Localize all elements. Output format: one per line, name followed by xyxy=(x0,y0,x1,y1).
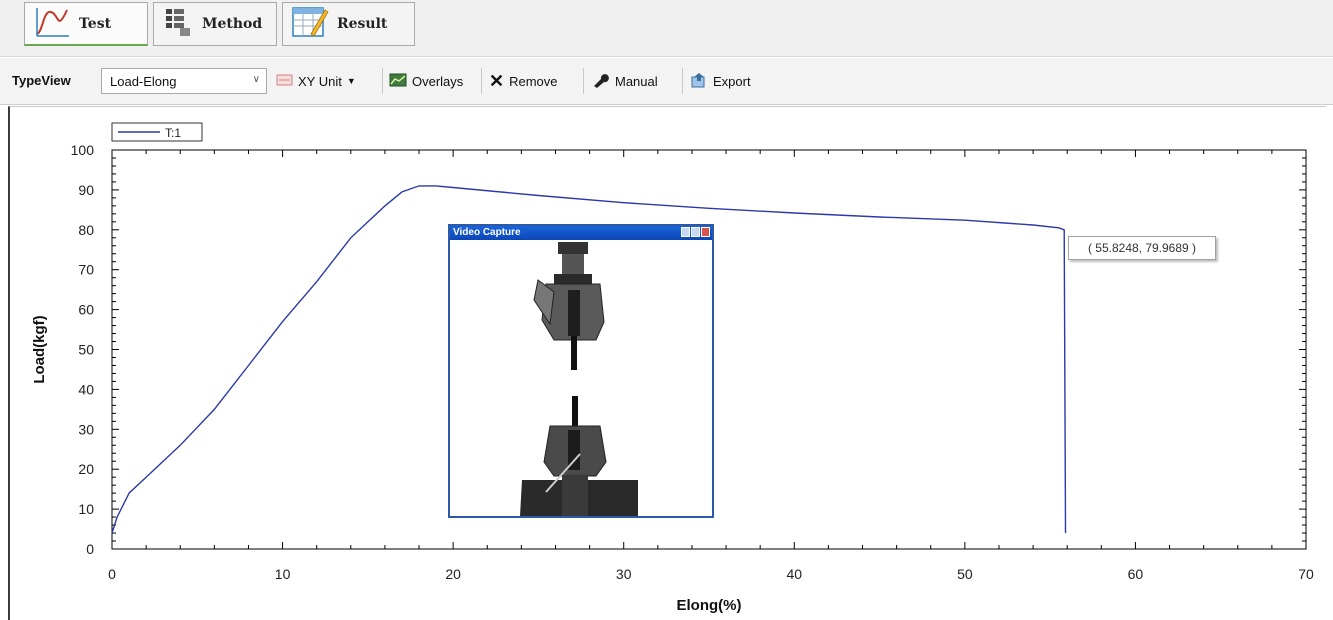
wrench-icon xyxy=(592,72,610,91)
chart-legend: T:1 xyxy=(111,122,203,142)
overlays-icon xyxy=(389,72,407,91)
video-capture-title: Video Capture xyxy=(453,227,521,238)
xy-unit-icon xyxy=(276,72,294,91)
x-axis-title: Elong(%) xyxy=(677,597,742,614)
tab-test[interactable]: Test xyxy=(24,2,148,46)
result-sheet-icon xyxy=(291,4,329,44)
toolbar-separator xyxy=(382,68,383,94)
tab-test-label: Test xyxy=(79,15,112,32)
y-tick-label: 70 xyxy=(78,262,94,278)
curve-icon xyxy=(35,6,71,42)
tab-method[interactable]: Method xyxy=(153,2,277,46)
maximize-icon[interactable] xyxy=(691,227,700,237)
x-tick-label: 60 xyxy=(1128,566,1144,582)
remove-button[interactable]: ✕ Remove xyxy=(489,70,558,92)
export-icon xyxy=(690,72,708,91)
y-tick-label: 10 xyxy=(78,501,94,517)
plot-area xyxy=(111,149,1307,550)
axis-ticks xyxy=(111,149,1307,550)
y-tick-labels: 0 10 20 30 40 50 60 70 80 90 100 xyxy=(71,142,95,557)
toolbar-separator xyxy=(583,68,584,94)
typeview-selected-value: Load-Elong xyxy=(110,74,177,89)
x-tick-label: 10 xyxy=(275,566,291,582)
y-tick-label: 100 xyxy=(71,142,95,158)
window-controls xyxy=(681,227,710,237)
close-x-icon: ✕ xyxy=(489,71,505,91)
chevron-down-icon: ∨ xyxy=(252,74,260,85)
video-capture-titlebar[interactable]: Video Capture xyxy=(450,226,712,240)
tab-result-label: Result xyxy=(337,16,388,32)
minimize-icon[interactable] xyxy=(681,227,690,237)
x-tick-labels: 0 10 20 30 40 50 60 70 xyxy=(108,566,1314,582)
data-point-readout: ( 55.8248, 79.9689 ) xyxy=(1068,236,1216,260)
export-label: Export xyxy=(713,73,751,89)
legend-entry-t1: T:1 xyxy=(165,126,181,140)
typeview-label: TypeView xyxy=(12,73,71,88)
plot-frame xyxy=(8,106,1326,620)
x-tick-label: 30 xyxy=(616,566,632,582)
export-button[interactable]: Export xyxy=(690,70,751,92)
tab-result[interactable]: Result xyxy=(282,2,415,46)
y-tick-label: 60 xyxy=(78,302,94,318)
top-tab-bar: Test Method Result xyxy=(0,0,1333,57)
x-tick-label: 70 xyxy=(1298,566,1314,582)
video-frame-specimen-grips xyxy=(520,242,638,516)
manual-button[interactable]: Manual xyxy=(592,70,658,92)
y-tick-label: 80 xyxy=(78,222,94,238)
y-tick-label: 0 xyxy=(86,541,94,557)
remove-label: Remove xyxy=(509,73,558,89)
toolbar-separator xyxy=(481,68,482,94)
chart-toolbar: TypeView Load-Elong ∨ XY Unit ▼ Overlays… xyxy=(0,58,1333,105)
tab-method-label: Method xyxy=(202,16,263,32)
y-tick-label: 30 xyxy=(78,421,94,437)
dropdown-arrow-icon: ▼ xyxy=(346,76,356,86)
x-tick-label: 20 xyxy=(445,566,461,582)
y-tick-label: 90 xyxy=(78,182,94,198)
y-tick-label: 50 xyxy=(78,342,94,358)
method-grid-icon xyxy=(162,6,194,42)
video-capture-window[interactable]: Video Capture xyxy=(448,224,714,518)
toolbar-separator xyxy=(682,68,683,94)
x-tick-label: 50 xyxy=(957,566,973,582)
overlays-label: Overlays xyxy=(412,73,464,89)
y-tick-label: 40 xyxy=(78,381,94,397)
x-tick-label: 0 xyxy=(108,566,116,582)
x-tick-label: 40 xyxy=(786,566,802,582)
close-icon[interactable] xyxy=(701,227,710,237)
y-tick-label: 20 xyxy=(78,461,94,477)
xy-unit-button[interactable]: XY Unit ▼ xyxy=(276,70,356,92)
xy-unit-label: XY Unit xyxy=(298,73,342,89)
series-line-t1 xyxy=(111,185,1067,534)
overlays-button[interactable]: Overlays xyxy=(389,70,463,92)
typeview-select[interactable]: Load-Elong ∨ xyxy=(101,68,267,94)
manual-label: Manual xyxy=(615,73,658,89)
y-axis-title: Load(kgf) xyxy=(31,315,48,383)
